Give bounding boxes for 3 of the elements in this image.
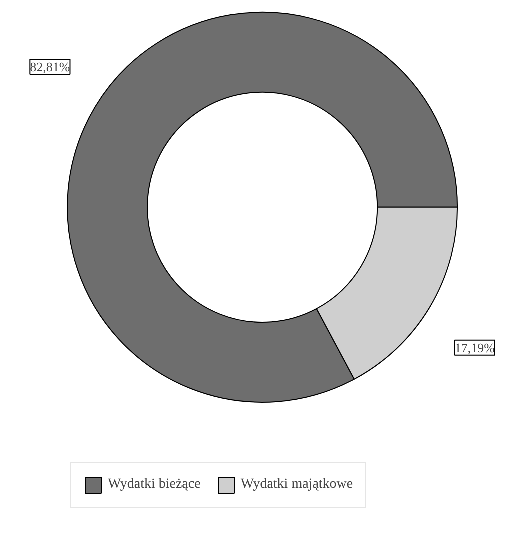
legend-label: Wydatki majątkowe [240, 477, 354, 493]
legend-label: Wydatki bieżące [108, 477, 201, 493]
data-label: 17,19% [454, 340, 496, 356]
